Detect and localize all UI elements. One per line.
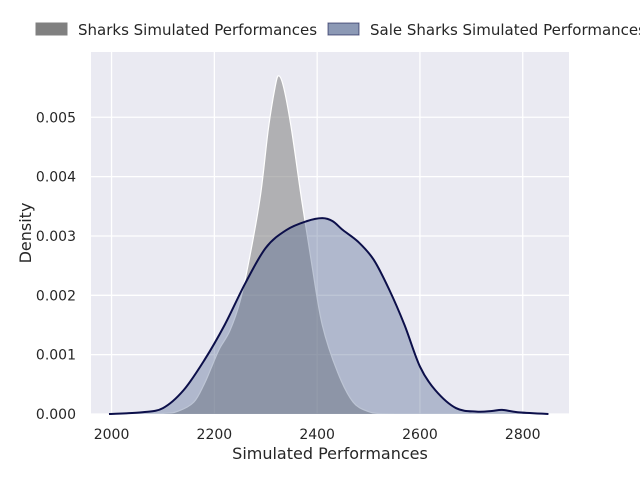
y-tick-label: 0.002 [36, 288, 76, 304]
x-tick-labels: 2000 2200 2400 2600 2800 [94, 427, 541, 443]
x-tick-label: 2200 [197, 427, 233, 443]
x-tick-label: 2000 [94, 427, 130, 443]
y-tick-label: 0.001 [36, 348, 76, 364]
density-line-0 [108, 75, 395, 415]
legend: Sharks Simulated Performances Sale Shark… [35, 21, 640, 39]
x-tick-label: 2800 [505, 427, 541, 443]
series-layer [108, 75, 549, 415]
y-tick-label: 0.000 [36, 407, 76, 423]
y-tick-label: 0.004 [36, 170, 76, 186]
legend-swatch-sale-sharks [327, 22, 360, 36]
y-tick-label: 0.005 [36, 110, 76, 126]
y-axis-label: Density [16, 203, 35, 264]
y-tick-labels: 0.000 0.001 0.002 0.003 0.004 0.005 [36, 110, 76, 423]
x-tick-label: 2400 [299, 427, 335, 443]
legend-label-sale-sharks: Sale Sharks Simulated Performances [370, 21, 640, 39]
density-area-1 [108, 218, 549, 414]
legend-label-sharks: Sharks Simulated Performances [78, 21, 317, 39]
y-tick-label: 0.003 [36, 229, 76, 245]
x-tick-label: 2600 [402, 427, 438, 443]
x-axis-label: Simulated Performances [232, 444, 428, 463]
legend-swatch-sharks [35, 22, 68, 36]
density-line-1 [108, 217, 549, 415]
grid-lines [91, 52, 569, 415]
